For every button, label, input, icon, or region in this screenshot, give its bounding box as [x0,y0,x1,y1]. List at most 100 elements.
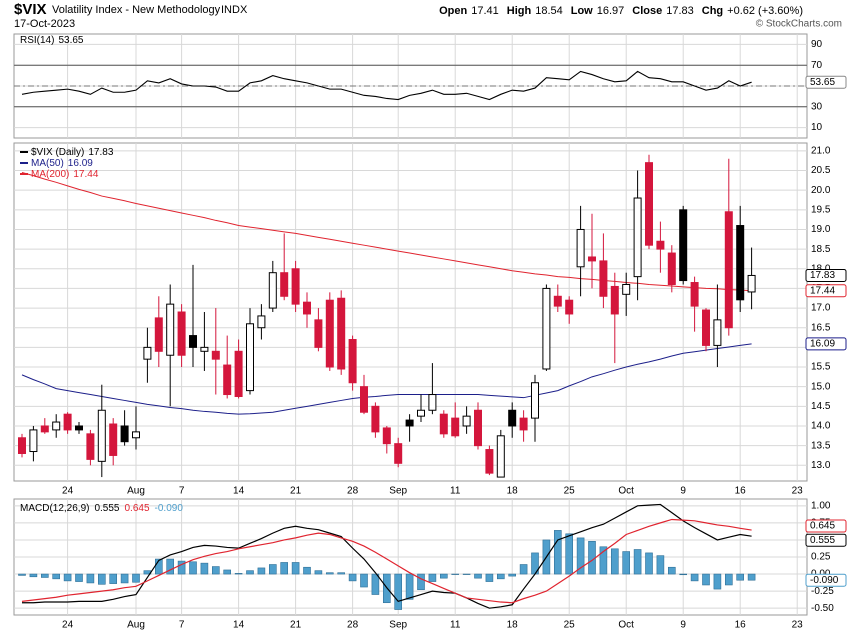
x-tick-label: 14 [233,486,245,497]
value-tag-label: 53.65 [810,77,835,88]
value-tag [805,75,847,89]
histogram-bar [702,573,710,586]
candle-body [234,350,243,398]
histogram-bar [485,573,494,582]
candle-body [40,425,49,433]
histogram-bar [200,562,209,575]
candle-body [63,413,72,431]
histogram-bar [291,562,300,575]
candle-body [679,209,688,282]
y-tick-label: 16.5 [811,322,831,333]
candle-body [656,240,665,250]
x-tick-label: 24 [62,620,74,631]
y-tick-label: 0.25 [811,552,831,563]
candle-body [200,346,209,352]
legend-text: 17.44 [73,169,98,180]
candle-body [291,268,300,305]
value-tag [805,284,847,298]
candle-body [667,252,676,285]
candle-body [132,431,140,439]
histogram-bar [132,573,140,583]
histogram-bar [474,573,482,579]
value-tag-label: 0.555 [810,535,835,546]
value-tag-label: 17.44 [810,285,835,296]
histogram-bar [98,573,106,585]
candle-body [633,197,642,278]
candle-body [223,364,232,396]
candle-body [599,260,608,297]
quote-value: 17.41 [471,5,499,17]
moving-average [21,343,752,415]
x-tick-label: 28 [347,486,359,497]
histogram-bar [690,573,699,582]
histogram-bar [109,573,117,584]
candle-body [337,297,346,370]
candle-body [576,228,585,268]
candle-body [280,272,289,297]
candle-body [257,315,266,329]
candle-body [474,409,482,447]
legend-text: 16.09 [68,158,93,169]
legend-text: MACD(12,26,9) [20,503,89,514]
y-tick-label: 13.0 [811,460,831,471]
legend-text: MA(50) [31,158,64,169]
x-tick-label: 23 [792,620,804,631]
y-tick-label: 10 [811,122,823,133]
y-tick-label: 20.5 [811,165,831,176]
histogram-bar [405,573,414,600]
quote-value: +0.62 (+3.60%) [727,5,803,17]
rsi-line [21,70,752,101]
candle-body [325,299,334,368]
candle-body [610,285,619,315]
x-tick-label: Sep [389,620,407,631]
x-tick-label: 11 [450,620,461,631]
histogram-bar [314,570,323,575]
legend-text: 0.555 [94,503,119,514]
histogram-bar [451,573,460,575]
candle-body [303,301,311,315]
candle-body [690,282,699,307]
candle-body [747,274,756,293]
value-tag-label: -0.090 [810,575,839,586]
histogram-bar [234,573,243,575]
exchange: INDX [221,4,248,16]
candle-body [405,419,414,427]
candle-body [553,295,562,307]
y-tick-label: 17.0 [811,303,831,314]
y-tick-label: 30 [811,101,823,112]
histogram-bar [667,566,676,575]
histogram-bar [633,549,642,575]
histogram-bar [86,573,95,584]
candle-body [268,272,277,309]
candle-body [97,409,106,462]
candle-body [428,394,437,411]
candle-body [724,211,733,329]
legend-marker [20,151,28,153]
candle-body [52,421,61,431]
x-tick-label: 7 [179,620,185,631]
legend-marker [20,162,28,164]
price-panel [13,142,808,482]
histogram-bar [747,573,756,581]
y-tick-label: 19.5 [811,204,831,215]
legend-text: RSI(14) [20,35,54,46]
candle-body [86,433,95,460]
histogram-bar [565,533,574,575]
value-tag-label: 17.83 [810,270,835,281]
candle-body [736,225,745,301]
histogram-bar [622,551,631,575]
y-tick-label: 19.0 [811,224,831,235]
y-tick-label: 18.0 [811,263,831,274]
candle-body [189,335,197,348]
legend-entry: MACD(12,26,9) 0.555 0.645 -0.090 [20,503,183,514]
candle-body [508,409,517,427]
x-tick-label: 25 [564,486,576,497]
x-tick-label: Sep [389,486,407,497]
quote-value: 17.83 [666,5,694,17]
histogram-bar [52,573,61,580]
histogram-bar [177,560,186,575]
histogram-bar [553,530,562,575]
candle-body [314,319,323,348]
